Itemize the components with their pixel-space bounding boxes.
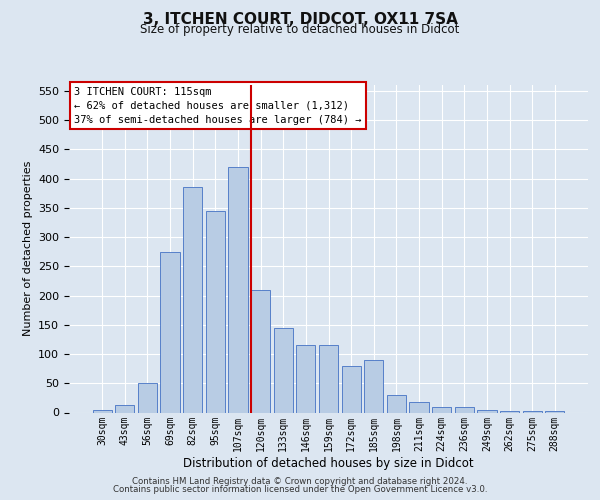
Bar xyxy=(477,410,497,412)
Bar xyxy=(229,167,248,412)
Bar xyxy=(319,345,338,412)
Bar xyxy=(160,252,180,412)
Bar xyxy=(296,345,316,412)
Y-axis label: Number of detached properties: Number of detached properties xyxy=(23,161,32,336)
Bar xyxy=(409,402,428,412)
Bar xyxy=(341,366,361,412)
Bar xyxy=(115,406,134,412)
X-axis label: Distribution of detached houses by size in Didcot: Distribution of detached houses by size … xyxy=(183,458,474,470)
Bar xyxy=(364,360,383,412)
Bar xyxy=(432,406,451,412)
Text: Contains HM Land Registry data © Crown copyright and database right 2024.: Contains HM Land Registry data © Crown c… xyxy=(132,477,468,486)
Bar xyxy=(500,410,519,412)
Bar xyxy=(274,328,293,412)
Text: 3 ITCHEN COURT: 115sqm
← 62% of detached houses are smaller (1,312)
37% of semi-: 3 ITCHEN COURT: 115sqm ← 62% of detached… xyxy=(74,86,362,124)
Bar xyxy=(183,188,202,412)
Bar xyxy=(206,210,225,412)
Bar xyxy=(523,410,542,412)
Text: Size of property relative to detached houses in Didcot: Size of property relative to detached ho… xyxy=(140,22,460,36)
Bar xyxy=(455,406,474,412)
Bar xyxy=(138,384,157,412)
Bar xyxy=(251,290,270,412)
Bar xyxy=(387,395,406,412)
Bar xyxy=(92,410,112,412)
Text: 3, ITCHEN COURT, DIDCOT, OX11 7SA: 3, ITCHEN COURT, DIDCOT, OX11 7SA xyxy=(143,12,457,28)
Text: Contains public sector information licensed under the Open Government Licence v3: Contains public sector information licen… xyxy=(113,485,487,494)
